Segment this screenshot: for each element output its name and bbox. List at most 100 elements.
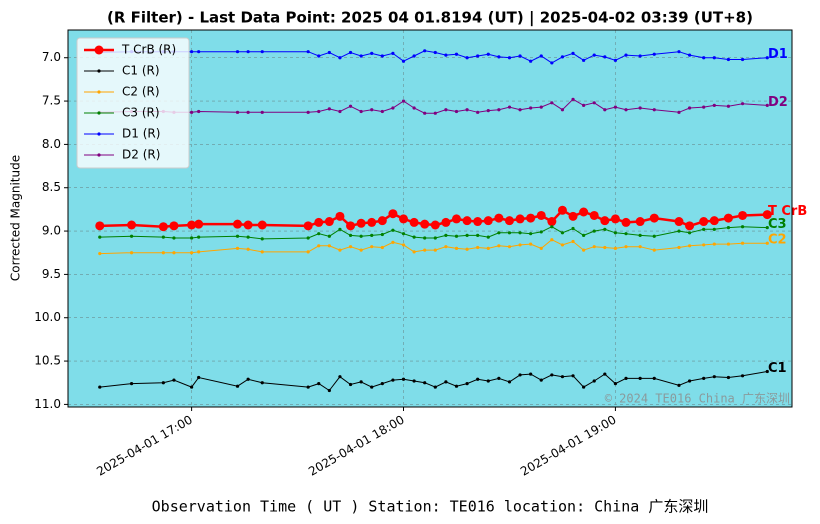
data-point bbox=[638, 233, 642, 237]
data-point bbox=[539, 378, 543, 382]
data-point bbox=[348, 104, 353, 108]
legend-label: C1 (R) bbox=[122, 64, 160, 78]
data-point bbox=[401, 377, 406, 381]
data-point bbox=[391, 106, 395, 110]
chart-title: (R Filter) - Last Data Point: 2025 04 01… bbox=[107, 9, 753, 28]
data-point bbox=[765, 103, 769, 107]
legend-marker bbox=[94, 45, 104, 55]
data-point bbox=[356, 218, 366, 228]
data-point bbox=[515, 214, 525, 224]
data-point bbox=[702, 376, 706, 380]
legend-marker bbox=[97, 69, 101, 73]
data-point bbox=[409, 217, 419, 227]
data-point bbox=[98, 385, 102, 389]
data-point bbox=[638, 245, 642, 249]
data-point bbox=[260, 381, 264, 385]
data-point bbox=[454, 234, 459, 238]
data-point bbox=[582, 233, 586, 237]
data-point bbox=[550, 373, 554, 377]
data-point bbox=[738, 210, 748, 220]
data-point bbox=[677, 383, 681, 387]
data-point bbox=[399, 214, 409, 224]
data-point bbox=[497, 55, 501, 59]
data-point bbox=[603, 372, 607, 376]
data-point bbox=[712, 56, 716, 60]
data-point bbox=[95, 221, 105, 231]
data-point bbox=[197, 375, 201, 380]
data-point bbox=[638, 106, 642, 110]
data-point bbox=[306, 250, 310, 254]
data-point bbox=[486, 109, 490, 113]
data-point bbox=[536, 210, 546, 220]
data-point bbox=[454, 52, 459, 56]
data-point bbox=[486, 52, 490, 56]
data-point bbox=[613, 246, 618, 250]
data-point bbox=[243, 220, 253, 230]
data-point bbox=[391, 378, 395, 382]
data-point bbox=[260, 110, 264, 114]
data-point bbox=[433, 50, 437, 55]
data-point bbox=[497, 108, 501, 112]
data-point bbox=[592, 53, 596, 57]
data-point bbox=[507, 231, 512, 235]
data-point bbox=[391, 228, 395, 232]
data-point bbox=[624, 376, 628, 380]
legend-label: C3 (R) bbox=[122, 106, 160, 120]
data-point bbox=[380, 232, 384, 237]
data-point bbox=[571, 226, 575, 231]
data-point bbox=[507, 380, 512, 384]
y-tick-label: 7.0 bbox=[42, 50, 61, 64]
data-point bbox=[560, 231, 565, 235]
data-point bbox=[430, 220, 440, 230]
data-point bbox=[348, 50, 353, 55]
data-point bbox=[624, 245, 628, 249]
data-point bbox=[726, 57, 731, 62]
data-point bbox=[685, 221, 695, 231]
data-point bbox=[476, 233, 480, 237]
data-point bbox=[465, 382, 469, 386]
data-point bbox=[476, 245, 480, 250]
data-point bbox=[235, 384, 240, 388]
data-point bbox=[190, 50, 194, 54]
data-point bbox=[486, 379, 490, 383]
end-label: C1 bbox=[768, 361, 787, 376]
data-point bbox=[433, 111, 437, 115]
data-point bbox=[539, 54, 543, 58]
data-point bbox=[161, 235, 165, 239]
data-point bbox=[529, 106, 533, 110]
data-point bbox=[592, 245, 596, 249]
data-point bbox=[194, 219, 204, 229]
data-point bbox=[327, 50, 331, 55]
data-point bbox=[380, 109, 384, 114]
data-point bbox=[557, 205, 567, 215]
data-point bbox=[338, 56, 342, 60]
data-point bbox=[677, 110, 681, 114]
data-point bbox=[158, 222, 168, 232]
data-point bbox=[677, 245, 681, 250]
data-point bbox=[370, 245, 374, 249]
y-tick-label: 9.0 bbox=[42, 224, 61, 238]
data-point bbox=[547, 217, 557, 227]
data-point bbox=[190, 236, 194, 240]
data-point bbox=[127, 220, 137, 230]
data-point bbox=[235, 110, 240, 114]
data-point bbox=[483, 216, 493, 226]
data-point bbox=[338, 109, 342, 114]
data-point bbox=[603, 55, 607, 59]
data-point bbox=[539, 105, 543, 109]
data-point bbox=[370, 385, 374, 389]
data-point bbox=[444, 245, 448, 249]
data-point bbox=[740, 241, 745, 245]
data-point bbox=[592, 101, 596, 105]
data-point bbox=[529, 232, 533, 236]
data-point bbox=[380, 245, 384, 250]
data-point bbox=[529, 59, 533, 63]
data-point bbox=[589, 210, 599, 220]
data-point bbox=[348, 233, 353, 237]
data-point bbox=[582, 248, 586, 252]
data-point bbox=[582, 58, 586, 62]
data-point bbox=[723, 213, 733, 223]
legend-marker bbox=[97, 153, 101, 157]
data-point bbox=[712, 227, 716, 231]
